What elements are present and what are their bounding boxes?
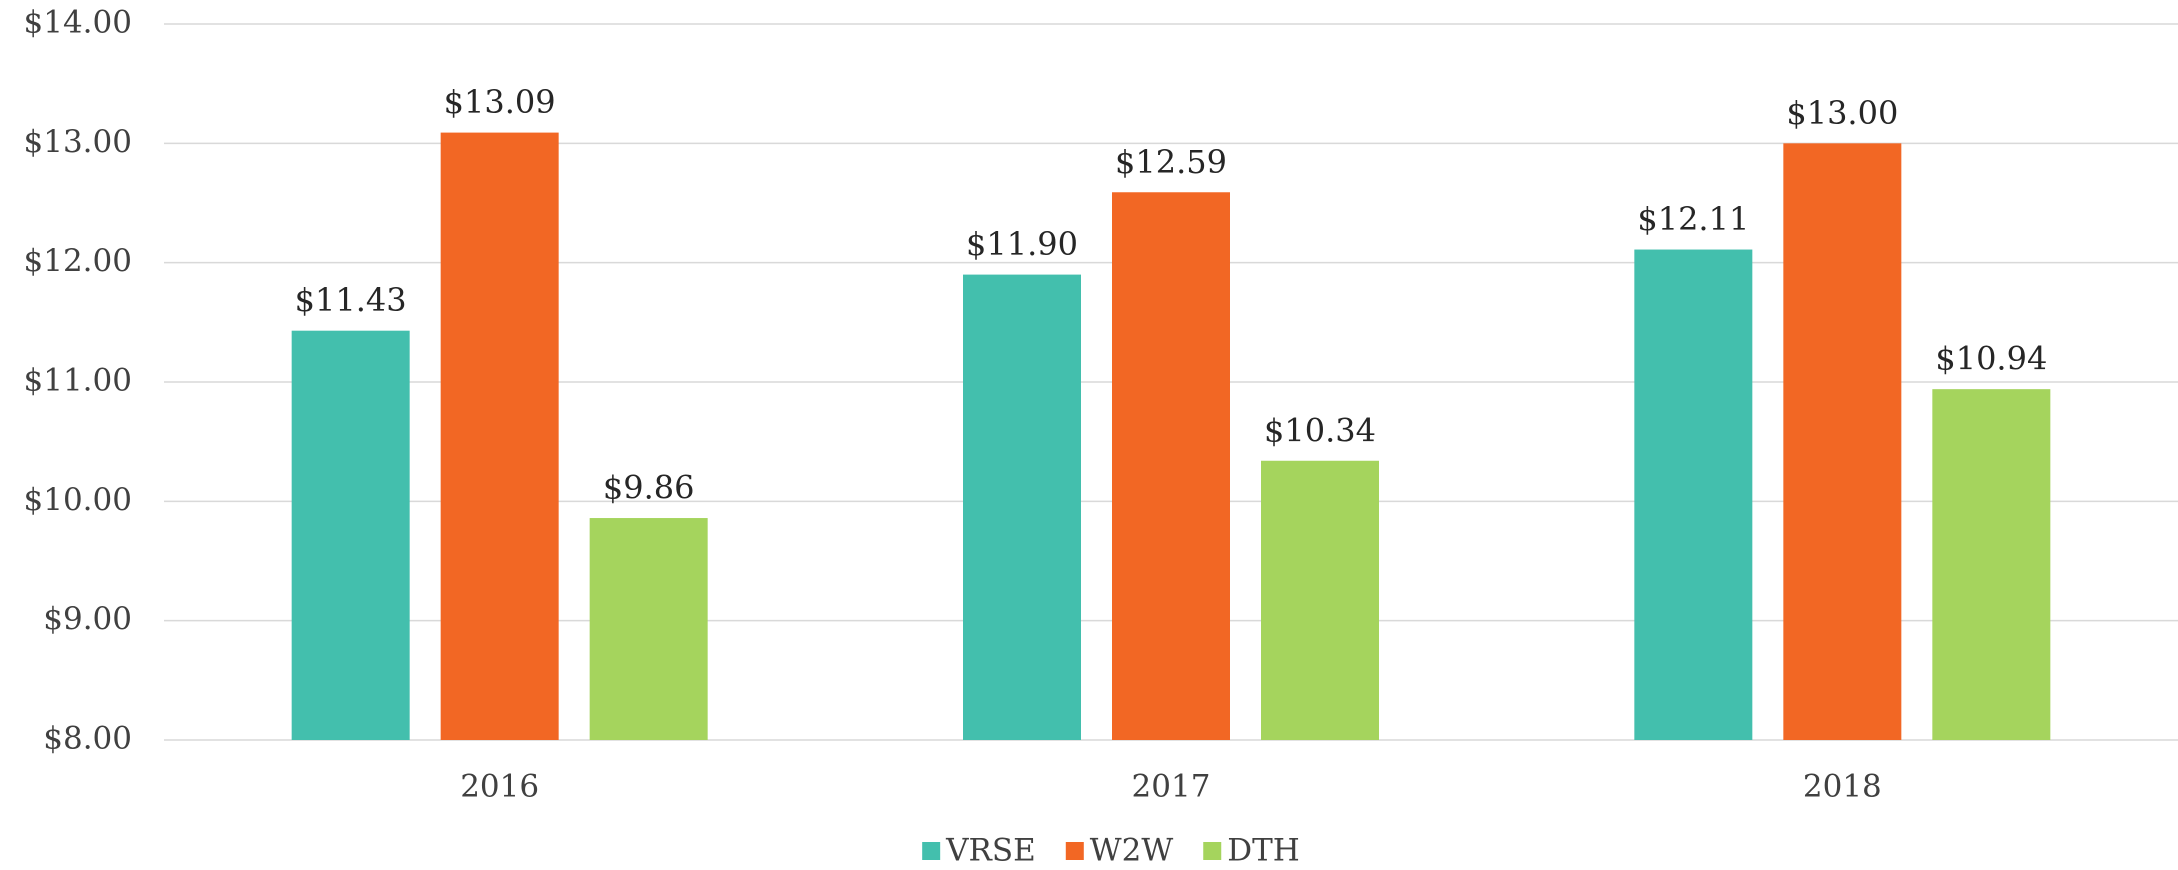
value-label: $11.90 bbox=[966, 225, 1078, 263]
bar bbox=[1783, 143, 1902, 741]
value-label: $12.59 bbox=[1115, 143, 1227, 181]
legend-label: DTH bbox=[1227, 833, 1300, 869]
legend-swatch bbox=[922, 842, 941, 860]
y-tick-label: $13.00 bbox=[24, 124, 132, 160]
y-tick-label: $9.00 bbox=[43, 601, 132, 637]
legend-label: VRSE bbox=[945, 833, 1036, 869]
value-label: $12.11 bbox=[1637, 200, 1749, 238]
y-tick-label: $8.00 bbox=[43, 721, 132, 757]
value-label: $13.00 bbox=[1786, 94, 1898, 132]
bar bbox=[963, 274, 1081, 740]
bar bbox=[1634, 249, 1753, 741]
bar bbox=[589, 518, 708, 740]
y-tick-label: $11.00 bbox=[24, 363, 132, 399]
x-tick-label: 2017 bbox=[1132, 769, 1211, 805]
value-label: $11.43 bbox=[295, 281, 407, 319]
legend-swatch bbox=[1203, 842, 1222, 860]
y-tick-label: $10.00 bbox=[24, 482, 132, 518]
bar bbox=[1261, 460, 1379, 740]
value-label: $10.34 bbox=[1264, 411, 1376, 449]
y-tick-label: $12.00 bbox=[24, 243, 132, 279]
y-tick-label: $14.00 bbox=[24, 5, 132, 41]
bar bbox=[1112, 192, 1230, 740]
value-label: $13.09 bbox=[444, 83, 556, 121]
value-label: $10.94 bbox=[1935, 340, 2047, 378]
x-tick-label: 2018 bbox=[1803, 769, 1882, 805]
bar bbox=[1932, 389, 2051, 740]
legend-swatch bbox=[1065, 842, 1084, 860]
x-tick-label: 2016 bbox=[460, 769, 539, 805]
value-label: $9.86 bbox=[603, 469, 695, 507]
bar bbox=[291, 330, 410, 740]
legend-label: W2W bbox=[1090, 833, 1174, 869]
bar bbox=[440, 132, 559, 741]
